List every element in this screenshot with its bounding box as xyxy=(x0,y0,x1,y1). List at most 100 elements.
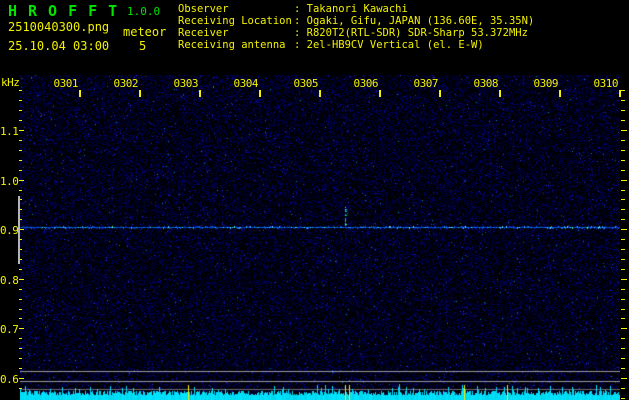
y-tick-mark-right xyxy=(621,219,625,220)
y-tick-mark-left xyxy=(19,299,22,300)
x-tick-label: 0304 xyxy=(233,77,259,90)
x-tick-label: 0303 xyxy=(173,77,199,90)
info-separator: : xyxy=(294,15,307,27)
observation-info: Observer: Takanori Kawachi Receiving Loca… xyxy=(178,3,534,51)
y-tick-mark-left xyxy=(19,289,22,290)
y-tick-mark-left xyxy=(19,358,22,359)
y-tick-mark-right xyxy=(621,229,627,230)
y-tick-mark-right xyxy=(621,110,625,111)
y-tick-mark-right xyxy=(621,388,625,389)
y-tick-mark-right xyxy=(621,398,625,399)
y-tick-mark-left xyxy=(19,368,22,369)
y-tick-mark-left xyxy=(19,100,22,101)
y-tick-mark-left xyxy=(19,279,24,280)
y-tick-mark-left xyxy=(19,199,22,200)
y-tick-mark-right xyxy=(621,299,625,300)
y-tick-mark-right xyxy=(621,209,625,210)
info-separator: : xyxy=(294,27,307,39)
y-tick-mark-left xyxy=(19,239,22,240)
y-tick-mark-left xyxy=(19,130,24,131)
y-tick-mark-left xyxy=(19,219,22,220)
x-tick-label: 0307 xyxy=(413,77,439,90)
y-tick-mark-left xyxy=(19,140,22,141)
info-separator: : xyxy=(294,39,307,51)
y-tick-mark-left xyxy=(19,249,22,250)
info-row: Receiving antenna: 2el-HB9CV Vertical (e… xyxy=(178,39,534,51)
y-tick-mark-left xyxy=(19,309,22,310)
info-label: Receiving Location xyxy=(178,15,292,27)
left-edge-scale-marker xyxy=(18,196,20,264)
x-tick-label: 0301 xyxy=(53,77,79,90)
y-tick-mark-right xyxy=(621,90,625,91)
output-filename: 2510040300.png xyxy=(8,20,110,34)
y-tick-label: 0.8 xyxy=(0,274,19,287)
y-tick-mark-right xyxy=(621,170,625,171)
y-tick-label: 1.0 xyxy=(0,175,19,188)
y-tick-mark-left xyxy=(19,160,22,161)
y-tick-mark-left xyxy=(19,209,22,210)
x-tick-mark xyxy=(259,90,261,97)
mode-label: meteor xyxy=(123,25,167,39)
x-tick-label: 0306 xyxy=(353,77,379,90)
info-value: Ogaki, Gifu, JAPAN (136.60E, 35.35N) xyxy=(306,15,535,27)
y-tick-mark-right xyxy=(621,150,625,151)
x-tick-mark xyxy=(439,90,441,97)
x-tick-mark xyxy=(379,90,381,97)
x-tick-label: 0305 xyxy=(293,77,319,90)
y-tick-mark-right xyxy=(621,140,625,141)
echo-count: 5 xyxy=(139,39,147,53)
y-tick-mark-right xyxy=(621,259,625,260)
app-version: 1.0.0 xyxy=(127,5,161,18)
y-tick-mark-right xyxy=(621,289,625,290)
y-tick-mark-left xyxy=(19,269,22,270)
x-tick-mark xyxy=(139,90,141,97)
y-tick-label: 0.6 xyxy=(0,373,19,386)
y-tick-mark-left xyxy=(19,348,22,349)
x-tick-mark xyxy=(499,90,501,97)
y-tick-mark-right xyxy=(621,378,627,379)
info-row: Receiver: R820T2(RTL-SDR) SDR-Sharp 53.3… xyxy=(178,27,534,39)
y-tick-mark-left xyxy=(19,170,22,171)
y-tick-mark-left xyxy=(19,120,22,121)
y-tick-mark-right xyxy=(621,338,625,339)
spectrogram-canvas xyxy=(20,75,620,400)
y-tick-mark-right xyxy=(621,358,625,359)
y-tick-mark-right xyxy=(621,100,625,101)
y-tick-mark-left xyxy=(19,328,24,329)
y-tick-mark-left xyxy=(19,259,22,260)
y-tick-mark-left xyxy=(19,388,22,389)
y-tick-mark-right xyxy=(621,160,625,161)
y-tick-mark-right xyxy=(621,130,627,131)
x-tick-mark xyxy=(79,90,81,97)
y-tick-mark-left xyxy=(19,378,24,379)
y-tick-mark-left xyxy=(19,180,24,181)
y-tick-mark-right xyxy=(621,328,627,329)
y-tick-mark-right xyxy=(621,199,625,200)
info-value: Takanori Kawachi xyxy=(306,3,408,15)
y-tick-label: 0.7 xyxy=(0,323,19,336)
info-label: Receiver xyxy=(178,27,229,39)
x-tick-mark xyxy=(559,90,561,97)
y-tick-mark-right xyxy=(621,120,625,121)
y-tick-mark-right xyxy=(621,180,627,181)
info-separator: : xyxy=(294,3,307,15)
y-tick-mark-left xyxy=(19,190,22,191)
y-tick-mark-right xyxy=(621,309,625,310)
y-tick-mark-right xyxy=(621,368,625,369)
y-tick-mark-right xyxy=(621,190,625,191)
x-tick-label: 0302 xyxy=(113,77,139,90)
x-tick-label: 0308 xyxy=(473,77,499,90)
info-label: Observer xyxy=(178,3,229,15)
y-tick-mark-left xyxy=(19,318,22,319)
timestamp: 25.10.04 03:00 xyxy=(8,39,110,53)
info-value: 2el-HB9CV Vertical (el. E-W) xyxy=(306,39,484,51)
y-tick-mark-right xyxy=(621,348,625,349)
x-tick-label: 0309 xyxy=(533,77,559,90)
y-tick-mark-right xyxy=(621,239,625,240)
info-row: Observer: Takanori Kawachi xyxy=(178,3,534,15)
y-tick-mark-left xyxy=(19,110,22,111)
y-tick-mark-right xyxy=(621,269,625,270)
x-tick-mark xyxy=(319,90,321,97)
y-tick-mark-left xyxy=(19,150,22,151)
x-tick-mark xyxy=(199,90,201,97)
